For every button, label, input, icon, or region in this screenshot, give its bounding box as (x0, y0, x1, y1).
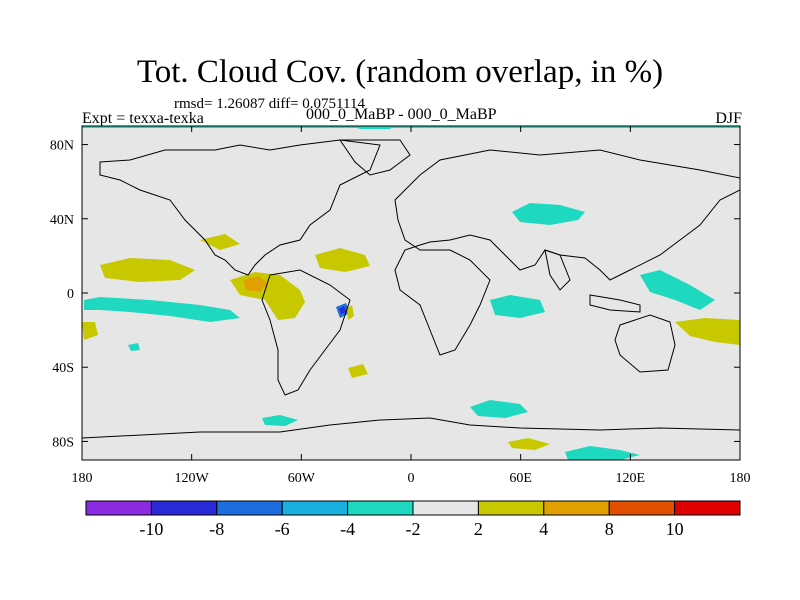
anomaly-darkblue-south-atlantic (339, 306, 346, 314)
coastline-eurasia-africa (394, 149, 741, 356)
coastlines (81, 139, 741, 439)
colorbar-swatch (477, 500, 545, 516)
colorbar: -10 -8 -6 -4 -2 2 4 8 10 (85, 500, 741, 539)
anomaly-teal-pacific-west (84, 297, 240, 322)
coastline-antarctica (81, 417, 741, 439)
anomaly-yellow-east-pacific (100, 258, 195, 282)
colorbar-label: 4 (539, 519, 548, 539)
anomaly-teal-southern-ocean (470, 400, 528, 418)
anomaly-teal-west-pacific (640, 270, 715, 310)
x-tick-label: 60W (288, 471, 316, 486)
colorbar-label: -10 (139, 519, 163, 539)
anomaly-layer (82, 126, 740, 460)
x-tick-label: 120W (175, 471, 210, 486)
case-label: 000_0_MaBP - 000_0_MaBP (306, 106, 497, 123)
colorbar-swatch (85, 500, 152, 516)
anomaly-yellow-tropical-pacific (200, 234, 240, 250)
map-background (82, 126, 740, 460)
colorbar-label: 10 (666, 519, 684, 539)
coastline-north-america (99, 139, 381, 276)
anomaly-teal-southern-atlantic (128, 343, 140, 351)
colorbar-swatch (150, 500, 218, 516)
colorbar-swatch (543, 500, 610, 516)
colorbar-label: -8 (209, 519, 224, 539)
anomaly-teal-south-pacific (262, 415, 298, 426)
coastline-australia (614, 314, 676, 373)
anomaly-yellow-north-atlantic (315, 248, 370, 272)
y-tick-label: 80S (52, 435, 74, 450)
x-tick-label: 120E (616, 471, 646, 486)
coastline-south-america (261, 269, 351, 396)
colorbar-swatch (281, 500, 349, 516)
anomaly-yellow-african (348, 364, 368, 378)
colorbar-label: -2 (406, 519, 421, 539)
y-tick-label: 40S (52, 361, 74, 376)
anomaly-teal-north-indian (512, 203, 585, 225)
experiment-label: Expt = texxa-texka (82, 110, 204, 127)
x-tick-label: 180 (730, 471, 751, 486)
coastline-india (544, 249, 571, 291)
rmsd-diff-stats: rmsd= 1.26087 diff= 0.0751114 (174, 96, 365, 112)
anomaly-teal-antarctic (565, 446, 640, 460)
colorbar-label: 8 (605, 519, 614, 539)
anomaly-yellow-southern-band (508, 438, 550, 450)
y-tick-label: 0 (67, 287, 74, 302)
anomaly-orange-central-america (243, 276, 268, 292)
coastline-indonesia (589, 294, 641, 313)
map-title: Tot. Cloud Cov. (random overlap, in %) (136, 54, 664, 90)
colorbar-label: -4 (340, 519, 355, 539)
coastline-greenland (339, 139, 411, 176)
x-tick-label: 180 (72, 471, 93, 486)
y-tick-label: 80N (50, 139, 74, 154)
colorbar-label: -6 (275, 519, 290, 539)
colorbar-swatch (608, 500, 676, 516)
anomaly-yellow-south-pacific (675, 318, 740, 345)
season-label: DJF (715, 110, 742, 127)
axis-ticks: 180 120W 60W 0 60E 120E 180 80N 40N 0 40S 80S (50, 126, 751, 486)
anomaly-teal-indian-ocean (490, 295, 545, 318)
y-tick-label: 40N (50, 213, 74, 228)
colorbar-swatch (412, 500, 479, 516)
x-tick-label: 60E (509, 471, 532, 486)
anomaly-yellow-south-pacific-west (82, 322, 98, 340)
colorbar-label: 2 (474, 519, 483, 539)
colorbar-swatch (674, 500, 741, 516)
x-tick-label: 0 (408, 471, 415, 486)
colorbar-swatch (216, 500, 283, 516)
anomaly-yellow-sa-edge (347, 305, 354, 320)
colorbar-swatch (347, 500, 414, 516)
